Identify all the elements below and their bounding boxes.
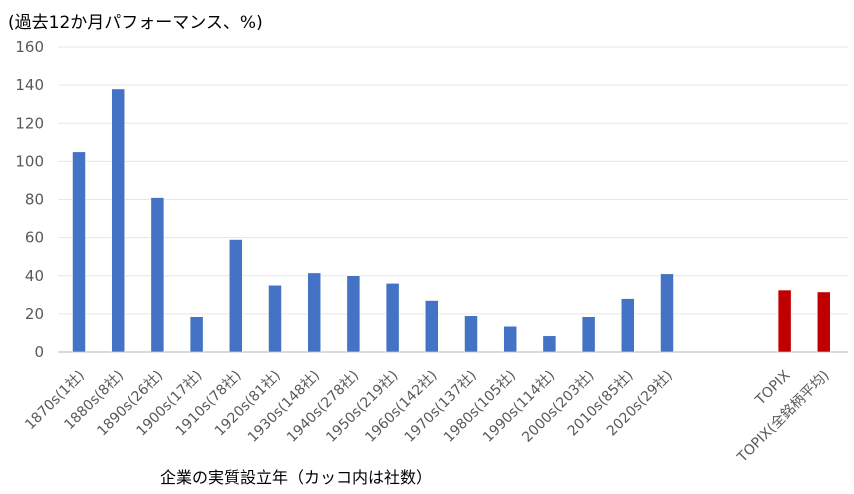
bar bbox=[660, 273, 674, 353]
y-tick-label: 0 bbox=[34, 343, 44, 361]
bar bbox=[385, 283, 400, 353]
y-tick-label: 100 bbox=[15, 152, 44, 170]
bar bbox=[72, 151, 86, 353]
bar bbox=[189, 316, 204, 353]
bar bbox=[346, 275, 361, 353]
bar bbox=[111, 88, 125, 353]
y-tick-label: 40 bbox=[25, 267, 44, 285]
bar bbox=[229, 239, 243, 353]
bar bbox=[268, 285, 282, 353]
bar bbox=[621, 298, 635, 353]
y-tick-label: 60 bbox=[25, 229, 44, 247]
y-tick-label: 140 bbox=[15, 76, 44, 94]
y-tick-label: 20 bbox=[25, 305, 44, 323]
bar bbox=[777, 289, 792, 353]
y-tick-label: 80 bbox=[25, 191, 44, 209]
y-tick-label: 160 bbox=[15, 38, 44, 56]
bar bbox=[464, 315, 478, 353]
bar bbox=[817, 291, 831, 353]
bar bbox=[581, 316, 596, 353]
y-tick-label: 120 bbox=[15, 114, 44, 132]
x-axis-title: 企業の実質設立年（カッコ内は社数） bbox=[160, 468, 433, 487]
bar bbox=[425, 300, 439, 353]
bar bbox=[150, 197, 165, 353]
unit-label: (過去12か月パフォーマンス、%) bbox=[8, 13, 263, 33]
bar bbox=[542, 335, 557, 353]
bar bbox=[503, 326, 517, 353]
bar bbox=[307, 272, 321, 353]
